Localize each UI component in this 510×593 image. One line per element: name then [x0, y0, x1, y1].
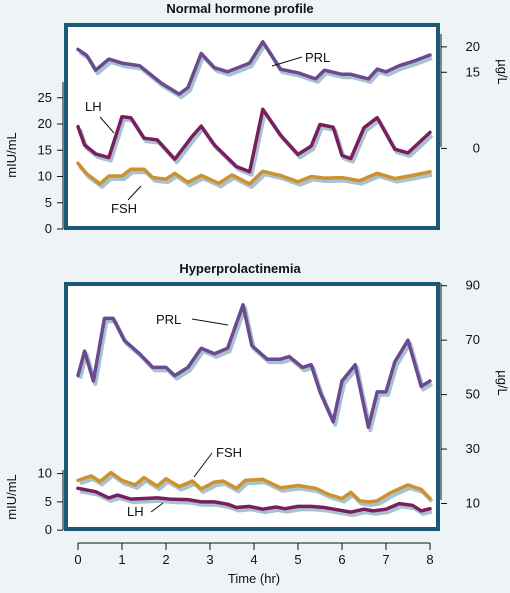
top-left-tick-label: 15 — [38, 142, 52, 157]
x-tick-label: 6 — [338, 552, 345, 567]
top-annotation-lh: LH — [85, 99, 102, 114]
top-annotation-fsh-leader — [127, 185, 142, 201]
top-left-axis-label: mIU/mL — [4, 132, 19, 178]
top-fsh-line — [76, 161, 432, 186]
bottom-plot-area — [76, 303, 434, 518]
bottom-left-axis-label: mIU/mL — [4, 474, 19, 520]
top-lh-shadow — [78, 110, 434, 177]
bottom-lh-shadow — [79, 489, 433, 518]
bottom-left-tick-label: 10 — [38, 466, 52, 481]
top-plot-area — [76, 40, 434, 189]
x-tick-label: 3 — [206, 552, 213, 567]
bottom-panel-box — [64, 282, 440, 531]
bottom-annotation-prl: PRL — [156, 312, 181, 327]
bottom-fsh-shadow — [79, 473, 434, 507]
top-annotation-prl: PRL — [305, 50, 330, 65]
top-left-tick-label: 10 — [38, 169, 52, 184]
bottom-right-ticks: 10 30 50 70 90 — [441, 278, 480, 511]
bottom-right-tick-label: 50 — [466, 387, 480, 402]
x-tick-label: 5 — [294, 552, 301, 567]
bottom-annotation-lh: LH — [127, 504, 144, 519]
bottom-right-axis-label: µg/L — [495, 370, 510, 396]
bottom-right-tick-label: 90 — [466, 278, 480, 293]
x-tick-label: 0 — [74, 552, 81, 567]
top-left-ticks: 0 5 10 15 20 25 — [38, 90, 63, 236]
bottom-left-ticks: 0 5 10 — [38, 466, 63, 537]
bottom-right-tick-label: 10 — [466, 496, 480, 511]
bottom-annotation-fsh-leader — [193, 452, 213, 478]
top-prl-line — [76, 40, 432, 96]
top-right-axis-label: µg/L — [495, 59, 510, 85]
x-tick-label: 1 — [118, 552, 125, 567]
bottom-lh-line — [76, 486, 432, 514]
bottom-prl-line — [76, 303, 432, 430]
top-left-tick-label: 0 — [45, 221, 52, 236]
top-right-tick-label: 20 — [466, 39, 480, 54]
bottom-annotation-prl-leader — [191, 318, 229, 326]
top-right-tick-label: 15 — [466, 64, 480, 79]
bottom-annotation-lh-leader — [150, 502, 164, 513]
top-left-tick-label: 20 — [38, 116, 52, 131]
top-chart-title: Normal hormone profile — [166, 1, 313, 16]
top-annotation-fsh: FSH — [111, 201, 137, 216]
top-left-tick-label: 25 — [38, 90, 52, 105]
x-ticks: 0 1 2 3 4 5 6 7 8 — [74, 543, 434, 567]
bottom-annotation-fsh: FSH — [216, 445, 242, 460]
x-axis-label: Time (hr) — [228, 571, 280, 586]
top-prl-shadow — [78, 42, 433, 100]
x-tick-label: 8 — [426, 552, 433, 567]
x-tick-label: 2 — [162, 552, 169, 567]
top-lh-line — [76, 107, 432, 174]
bottom-left-tick-label: 0 — [45, 522, 52, 537]
bottom-right-tick-label: 70 — [466, 332, 480, 347]
top-right-tick-label: 0 — [473, 140, 480, 155]
bottom-fsh-line — [76, 470, 432, 504]
top-annotation-prl-leader — [271, 56, 303, 67]
top-left-tick-label: 5 — [45, 195, 52, 210]
bottom-left-tick-label: 5 — [45, 494, 52, 509]
top-right-ticks: 0 15 20 — [441, 39, 480, 155]
x-tick-label: 7 — [382, 552, 389, 567]
top-fsh-shadow — [78, 165, 433, 189]
top-annotation-lh-leader — [99, 116, 115, 134]
x-tick-label: 4 — [250, 552, 257, 567]
bottom-chart-title: Hyperprolactinemia — [179, 261, 301, 276]
bottom-right-tick-label: 30 — [466, 441, 480, 456]
